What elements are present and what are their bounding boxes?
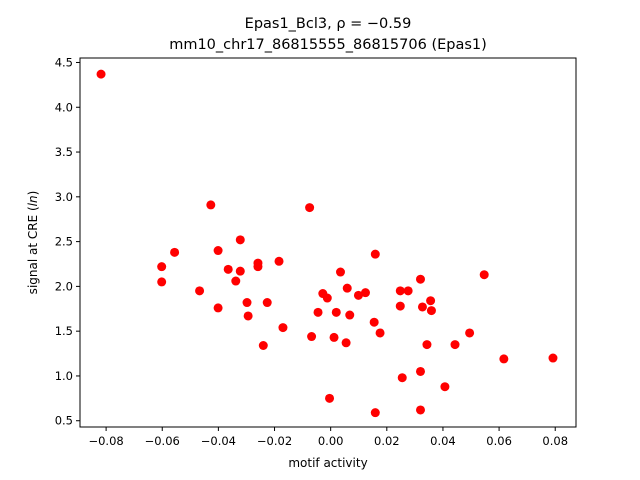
data-point xyxy=(329,332,339,342)
data-point xyxy=(395,286,405,296)
data-point xyxy=(417,302,427,312)
y-tick-label: 0.5 xyxy=(55,414,73,428)
x-tick-label: 0.08 xyxy=(542,434,568,448)
data-point xyxy=(170,247,180,257)
data-point xyxy=(335,267,345,277)
data-point xyxy=(370,249,380,259)
data-point xyxy=(258,340,268,350)
data-point xyxy=(195,286,205,296)
data-point xyxy=(278,323,288,333)
data-point xyxy=(440,382,450,392)
x-tick-label: 0.00 xyxy=(318,434,344,448)
data-point xyxy=(395,301,405,311)
chart-title-line2: mm10_chr17_86815555_86815706 (Epas1) xyxy=(169,37,487,53)
data-point xyxy=(370,408,380,418)
data-point xyxy=(548,353,558,363)
y-tick-label: 4.0 xyxy=(55,100,73,114)
data-point xyxy=(243,311,253,321)
data-point xyxy=(307,332,317,342)
x-axis-ticks: −0.08 −0.06 −0.04 −0.02 0.00 0.02 0.04 0.06 0.08 xyxy=(88,427,568,448)
data-point xyxy=(262,298,272,308)
y-tick-label: 2.5 xyxy=(55,235,73,249)
data-point xyxy=(465,328,475,338)
data-point xyxy=(426,296,436,306)
data-point xyxy=(223,264,233,274)
x-tick-label: −0.02 xyxy=(257,434,292,448)
data-point xyxy=(375,328,385,338)
x-tick-label: −0.06 xyxy=(145,434,180,448)
chart-title-line1: Epas1_Bcl3, ρ = −0.59 xyxy=(245,16,412,32)
data-point xyxy=(235,266,245,276)
data-points xyxy=(96,69,558,418)
data-point xyxy=(353,290,363,300)
data-point xyxy=(360,288,370,298)
data-point xyxy=(426,306,436,316)
data-point xyxy=(242,298,252,308)
data-point xyxy=(96,69,106,79)
data-point xyxy=(213,246,223,256)
data-point xyxy=(213,303,223,313)
data-point xyxy=(231,276,241,286)
data-point xyxy=(157,262,167,272)
data-point xyxy=(253,262,263,272)
y-axis-label: signal at CRE (ln) xyxy=(26,191,40,295)
data-point xyxy=(274,256,284,266)
data-point xyxy=(422,340,432,350)
x-tick-label: 0.04 xyxy=(430,434,456,448)
x-tick-label: 0.06 xyxy=(486,434,512,448)
x-tick-label: −0.04 xyxy=(201,434,236,448)
y-tick-label: 1.5 xyxy=(55,324,73,338)
data-point xyxy=(397,373,407,383)
data-point xyxy=(415,366,425,376)
data-point xyxy=(415,405,425,415)
data-point xyxy=(313,307,323,317)
data-point xyxy=(479,270,489,280)
y-axis-ticks: 0.5 1.0 1.5 2.0 2.5 3.0 3.5 4.0 4.5 xyxy=(55,55,80,428)
data-point xyxy=(206,200,216,210)
data-point xyxy=(450,340,460,350)
data-point xyxy=(322,293,332,303)
data-point xyxy=(342,283,352,293)
data-point xyxy=(345,310,355,320)
data-point xyxy=(341,338,351,348)
data-point xyxy=(235,235,245,245)
y-tick-label: 4.5 xyxy=(55,55,73,69)
data-point xyxy=(331,307,341,317)
plot-area-frame xyxy=(79,57,577,428)
y-tick-label: 2.0 xyxy=(55,279,73,293)
data-point xyxy=(305,203,315,213)
data-point xyxy=(157,277,167,287)
x-tick-label: −0.08 xyxy=(88,434,123,448)
data-point xyxy=(415,274,425,284)
data-point xyxy=(499,354,509,364)
data-point xyxy=(369,317,379,327)
data-point xyxy=(403,286,413,296)
y-tick-label: 3.5 xyxy=(55,145,73,159)
x-tick-label: 0.02 xyxy=(374,434,400,448)
data-point xyxy=(325,393,335,403)
y-tick-label: 3.0 xyxy=(55,190,73,204)
x-axis-label: motif activity xyxy=(288,456,367,470)
y-tick-label: 1.0 xyxy=(55,369,73,383)
